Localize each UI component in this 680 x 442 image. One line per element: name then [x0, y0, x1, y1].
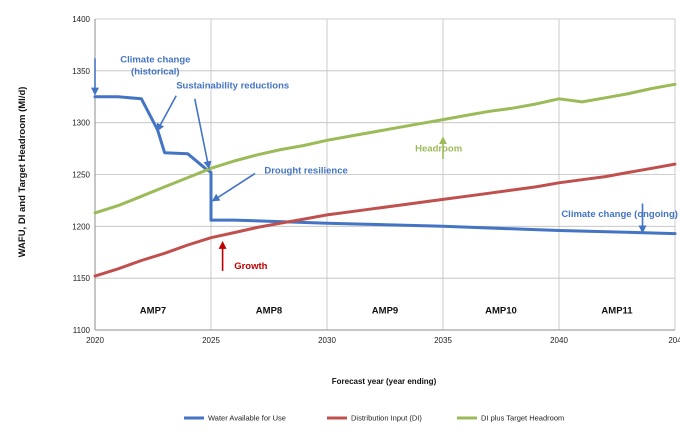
legend: Water Available for Use Distribution Inpu…: [184, 414, 564, 423]
y-tick-label: 1100: [73, 326, 91, 335]
annotation-arrow-sustainability: [156, 95, 177, 132]
annotation-headroom: Headroom: [415, 144, 462, 155]
annotation-growth: Growth: [234, 261, 267, 272]
annotation-climate-historical: (historical): [131, 67, 180, 78]
annotation-arrow-drought: [211, 172, 256, 202]
amp-period-labels: AMP7 AMP8 AMP9 AMP10 AMP11: [140, 305, 633, 316]
annotation-climate-historical: Climate change: [120, 55, 190, 66]
annotations: Climate change(historical) Sustainability…: [91, 55, 678, 272]
legend-label-1: Distribution Input (DI): [351, 414, 422, 423]
legend-label-2: DI plus Target Headroom: [481, 414, 564, 423]
y-tick-label: 1150: [73, 274, 91, 283]
y-tick-label: 1350: [72, 67, 90, 76]
x-axis-title: Forecast year (year ending): [332, 377, 437, 386]
period-label: AMP11: [601, 305, 633, 316]
gridlines: [94, 18, 676, 331]
legend-label-0: Water Available for Use: [208, 414, 286, 423]
y-tick-label: 1300: [72, 119, 90, 128]
annotation-sustainability: Sustainability reductions: [176, 80, 289, 91]
x-tick-label: 204: [668, 336, 680, 345]
x-tick-label: 2040: [550, 336, 568, 345]
y-tick-label: 1400: [72, 15, 90, 24]
series-line-2: [93, 82, 677, 215]
period-label: AMP10: [485, 305, 517, 316]
series-line-0: [93, 95, 677, 236]
x-tick-label: 2035: [434, 336, 452, 345]
annotation-arrow-sustainability-2: [193, 98, 212, 170]
x-tick-label: 2030: [318, 336, 336, 345]
annotation-climate-ongoing: Climate change (ongoing): [561, 209, 678, 220]
y-axis-title: WAFU, DI and Target Headroom (Ml/d): [17, 87, 28, 258]
period-label: AMP7: [140, 305, 166, 316]
series-line-1: [93, 162, 677, 278]
period-label: AMP8: [256, 305, 282, 316]
series-lines: [93, 82, 677, 278]
y-tick-label: 1200: [72, 222, 90, 231]
annotation-drought: Drought resilience: [264, 165, 347, 176]
y-tick-label: 1250: [72, 171, 90, 180]
period-label: AMP9: [372, 305, 398, 316]
x-tick-label: 2025: [202, 336, 220, 345]
x-tick-label: 2020: [86, 336, 104, 345]
